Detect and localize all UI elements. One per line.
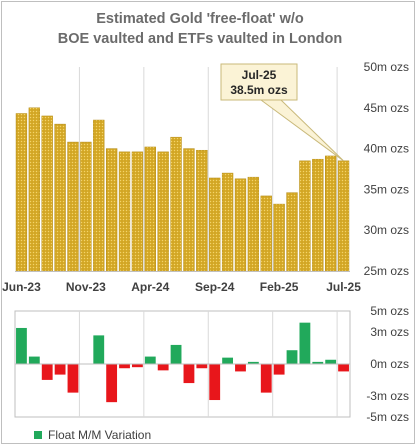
top-bar — [260, 195, 272, 272]
top-bar — [28, 107, 40, 272]
top-bar — [209, 177, 221, 272]
top-x-tick-label: Nov-23 — [66, 280, 106, 294]
bottom-bar — [41, 364, 53, 380]
top-x-tick-label: Jul-25 — [326, 280, 361, 294]
bottom-bar — [67, 364, 79, 393]
top-bar — [131, 151, 144, 272]
callout-box — [220, 63, 298, 101]
legend-label: Float M/M Variation — [48, 428, 152, 442]
callout-text: Jul-25 — [242, 68, 277, 82]
top-bar — [337, 160, 350, 272]
bottom-bars — [16, 322, 349, 403]
bottom-bar — [157, 364, 169, 371]
bottom-bar — [28, 356, 40, 364]
bottom-bar — [325, 359, 337, 364]
bottom-bar — [338, 364, 349, 372]
top-bar — [67, 141, 79, 272]
top-bar — [54, 123, 66, 272]
top-y-tick-label: 45m ozs — [364, 101, 409, 115]
bottom-y-tick-label: 5m ozs — [370, 304, 409, 318]
top-y-tick-label: 30m ozs — [364, 223, 409, 237]
bottom-bar — [247, 361, 259, 364]
bottom-bar — [183, 364, 195, 384]
top-y-tick-label: 35m ozs — [364, 182, 409, 196]
bottom-bar — [196, 364, 208, 369]
top-bar — [312, 158, 324, 272]
chart-title-line-1: Estimated Gold 'free-float' w/o — [96, 11, 304, 27]
top-bar — [286, 192, 298, 272]
top-x-tick-label: Sep-24 — [195, 280, 235, 294]
bottom-bar — [131, 364, 143, 368]
bottom-bar — [273, 364, 285, 375]
top-bar — [221, 172, 234, 272]
bottom-y-tick-label: -3m ozs — [366, 389, 409, 403]
legend-swatch — [34, 431, 42, 439]
top-x-tick-label: Apr-24 — [131, 280, 169, 294]
top-x-tick-label: Feb-25 — [260, 280, 299, 294]
chart-title-line-2: BOE vaulted and ETFs vaulted in London — [57, 31, 343, 47]
top-bar — [234, 178, 247, 272]
legend: Float M/M Variation — [34, 428, 151, 442]
top-y-tick-label: 50m ozs — [364, 60, 409, 74]
top-y-ticks: 25m ozs 30m ozs 35m ozs 40m ozs 45m ozs 50m o… — [364, 60, 409, 278]
chart-title: Estimated Gold 'free-float' w/o BOE vaul… — [40, 9, 360, 49]
top-bar — [144, 146, 156, 272]
top-bar — [196, 149, 208, 272]
bottom-bar — [222, 357, 234, 364]
top-gridlines — [78, 67, 338, 271]
bottom-bar — [16, 327, 27, 364]
bottom-y-tick-label: -5m ozs — [366, 410, 409, 424]
top-bars — [15, 107, 350, 272]
bottom-bar — [312, 361, 324, 364]
bottom-bar — [286, 350, 298, 364]
top-bar — [247, 176, 260, 272]
top-bar — [80, 141, 92, 272]
top-x-tick-label: Jun-23 — [2, 280, 41, 294]
top-bar — [105, 148, 118, 272]
bottom-bar — [235, 364, 246, 372]
bottom-bar — [170, 344, 182, 364]
bottom-bar — [209, 364, 221, 401]
callout-text: 38.5m ozs — [230, 83, 288, 97]
bottom-y-tick-label: 3m ozs — [370, 325, 409, 339]
bottom-bar — [119, 364, 130, 369]
bottom-bar — [106, 364, 118, 403]
top-y-tick-label: 25m ozs — [364, 264, 409, 278]
top-bar — [325, 155, 337, 272]
bottom-bar — [54, 364, 66, 375]
top-bar — [170, 136, 182, 272]
bottom-bar — [144, 356, 156, 364]
top-bar — [299, 160, 311, 272]
bottom-y-tick-label: 0m ozs — [370, 357, 409, 371]
bottom-bar — [260, 364, 272, 393]
top-y-tick-label: 40m ozs — [364, 142, 409, 156]
top-bar — [183, 148, 195, 272]
top-bar — [93, 119, 105, 272]
top-bar — [273, 203, 285, 272]
bottom-bar — [93, 335, 105, 364]
top-bar — [41, 115, 53, 272]
top-bar — [157, 151, 169, 272]
callout-pointer — [259, 99, 344, 162]
top-x-ticks: Jun-23 Nov-23 Apr-24 Sep-24 Feb-25 Jul-25 — [2, 280, 361, 294]
bottom-y-ticks: -5m ozs -3m ozs 0m ozs 3m ozs 5m ozs — [366, 304, 409, 424]
top-bar — [118, 151, 131, 272]
bottom-bar — [299, 322, 311, 364]
top-bar — [15, 113, 28, 272]
